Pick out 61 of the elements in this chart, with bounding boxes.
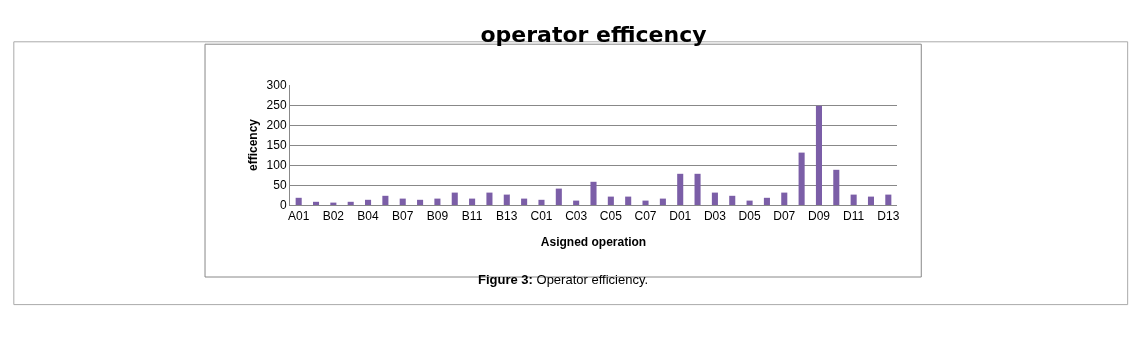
bar — [503, 194, 510, 205]
bar — [451, 192, 458, 205]
bar — [694, 173, 701, 205]
x-tick-label: D09 — [807, 209, 831, 224]
x-tick-label: B13 — [496, 209, 518, 224]
bar — [867, 196, 875, 205]
chart-title: operator efficency — [480, 22, 707, 47]
x-tick-label: D01 — [669, 209, 692, 224]
bar — [625, 196, 632, 205]
caption: Figure 3: Operator efficiency. — [478, 272, 649, 287]
bar — [521, 198, 528, 205]
bar — [642, 200, 649, 205]
bar — [607, 196, 614, 205]
y-tick-label: 250 — [266, 98, 287, 113]
y-tick-label: 150 — [266, 138, 287, 153]
bar — [365, 199, 372, 205]
x-axis-title: Asigned operation — [540, 235, 647, 250]
bar — [347, 201, 354, 205]
x-tick-label: D13 — [877, 209, 900, 224]
bar — [729, 195, 736, 205]
bar — [781, 192, 788, 205]
x-tick-label: D11 — [843, 209, 865, 224]
y-tick-label: 0 — [279, 198, 287, 213]
x-tick-label: B02 — [322, 209, 345, 224]
x-tick-label: A01 — [287, 209, 310, 224]
bar — [850, 194, 857, 205]
bar — [833, 169, 840, 205]
x-tick-label: D05 — [738, 209, 761, 224]
x-tick-label: D07 — [773, 209, 796, 224]
x-tick-label: B07 — [392, 209, 414, 224]
y-tick-label: 50 — [273, 178, 287, 193]
x-tick-label: B09 — [426, 209, 449, 224]
x-tick-label: C03 — [565, 209, 588, 224]
y-axis-title: efficency — [245, 118, 260, 172]
bar — [711, 192, 718, 205]
x-tick-label: C07 — [634, 209, 657, 224]
bar — [590, 181, 597, 205]
bar — [486, 192, 493, 205]
bar — [659, 198, 666, 205]
bar — [815, 105, 822, 205]
x-tick-label: D03 — [703, 209, 727, 224]
x-tick-label: B04 — [357, 209, 380, 224]
bar — [763, 197, 770, 205]
bar — [555, 188, 562, 205]
bar — [312, 201, 320, 205]
bar — [295, 197, 302, 205]
y-tick-label: 100 — [266, 158, 287, 173]
y-tick-label: 300 — [266, 78, 287, 93]
bar — [798, 152, 805, 205]
bar — [538, 199, 545, 205]
bar — [399, 198, 406, 205]
bar — [885, 194, 892, 205]
bar — [677, 173, 684, 205]
x-tick-label: C05 — [599, 209, 623, 224]
bar — [434, 198, 441, 205]
x-tick-label: C01 — [530, 209, 553, 224]
bar — [469, 198, 476, 205]
y-tick-label: 200 — [266, 118, 287, 133]
bar — [417, 199, 424, 205]
x-tick-label: B11 — [461, 209, 483, 224]
bar — [382, 195, 389, 205]
